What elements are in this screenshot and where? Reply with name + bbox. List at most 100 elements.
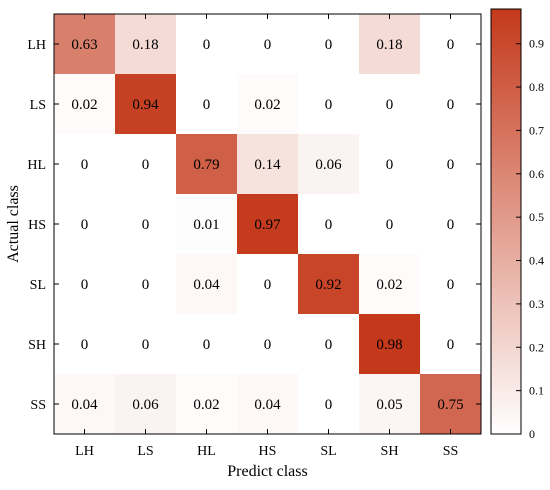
x-tick-label: SL (320, 444, 336, 459)
heatmap-cell (54, 14, 116, 75)
heatmap-cell (420, 74, 482, 135)
heatmap-cell (237, 254, 299, 315)
cell-value-label: 0 (203, 37, 211, 53)
colorbar-tick-label: 0.9 (529, 37, 544, 51)
colorbar-tick-label: 0.6 (529, 167, 544, 181)
cell-value-label: 0 (325, 397, 333, 413)
heatmap-cell (359, 14, 421, 75)
x-tick-label: LH (75, 444, 94, 459)
cell-value-label: 0 (325, 97, 333, 113)
heatmap-cell (420, 254, 482, 315)
heatmap-cell (359, 74, 421, 135)
x-tick-label: SH (381, 444, 399, 459)
cell-value-label: 0 (386, 97, 394, 113)
heatmap-cell (115, 374, 177, 435)
y-tick-label: SL (30, 278, 46, 293)
cell-value-label: 0.79 (193, 157, 219, 173)
x-tick-label: HL (197, 444, 216, 459)
y-tick-label: SH (28, 338, 46, 353)
y-tick-label: SS (30, 398, 46, 413)
heatmap-cell (176, 134, 238, 195)
x-axis: LH LS HL HS SL SH SS (75, 14, 458, 459)
cell-value-label: 0 (203, 97, 211, 113)
heatmap-cell (115, 14, 177, 75)
cell-value-label: 0 (325, 37, 333, 53)
cell-value-label: 0.04 (254, 397, 281, 413)
cell-value-label: 0.97 (254, 217, 281, 233)
heatmap-cell (176, 374, 238, 435)
cell-value-label: 0 (325, 217, 333, 233)
cell-value-label: 0 (203, 337, 211, 353)
cell-value-label: 0.01 (193, 217, 219, 233)
cell-value-label: 0.98 (376, 337, 402, 353)
heatmap-cell (176, 314, 238, 375)
colorbar-tick-label: 0.3 (529, 297, 544, 311)
heatmap-cell (298, 254, 360, 315)
cell-value-label: 0 (142, 277, 150, 293)
y-tick-label: LS (30, 98, 46, 113)
heatmap-cell (420, 194, 482, 255)
heatmap-cell (176, 194, 238, 255)
cell-value-label: 0 (142, 157, 150, 173)
colorbar-tick-label: 0.4 (529, 254, 544, 268)
cell-value-label: 0.04 (193, 277, 220, 293)
cell-value-label: 0 (386, 217, 394, 233)
heatmap-cell (115, 134, 177, 195)
x-tick-label: SS (443, 444, 459, 459)
heatmap-cell (298, 134, 360, 195)
heatmap-cell (115, 74, 177, 135)
y-tick-label: LH (27, 38, 46, 53)
cell-value-label: 0 (386, 157, 394, 173)
cell-value-label: 0.02 (376, 277, 402, 293)
heatmap-cell (298, 374, 360, 435)
colorbar-tick-label: 0 (529, 427, 535, 441)
heatmap-cell (298, 14, 360, 75)
cell-value-label: 0 (264, 37, 272, 53)
heatmap-cell (237, 374, 299, 435)
cell-value-label: 0 (81, 277, 89, 293)
y-tick-label: HS (28, 218, 46, 233)
y-tick-label: HL (27, 158, 46, 173)
cell-value-label: 0.02 (193, 397, 219, 413)
x-axis-title: Predict class (227, 463, 307, 480)
heatmap-cell (54, 374, 116, 435)
colorbar-tick-label: 0.8 (529, 80, 544, 94)
heatmap-cell (298, 74, 360, 135)
cell-value-label: 0 (447, 277, 455, 293)
cell-value-label: 0 (447, 337, 455, 353)
cell-value-label: 0.05 (376, 397, 402, 413)
cell-value-label: 0.92 (315, 277, 341, 293)
heatmap-cell (420, 14, 482, 75)
heatmap-cell (359, 134, 421, 195)
heatmap-cell (298, 194, 360, 255)
heatmap-cell (359, 194, 421, 255)
cell-value-label: 0 (325, 337, 333, 353)
cell-value-label: 0.14 (254, 157, 281, 173)
cell-value-label: 0.06 (132, 397, 159, 413)
cell-value-label: 0 (447, 157, 455, 173)
cell-value-label: 0 (81, 157, 89, 173)
colorbar-tick-label: 0.2 (529, 340, 544, 354)
cell-value-label: 0 (81, 337, 89, 353)
heatmap-cell (115, 194, 177, 255)
cell-value-label: 0 (81, 217, 89, 233)
heatmap-cell (54, 134, 116, 195)
heatmap-cell (359, 254, 421, 315)
heatmap-cell (359, 314, 421, 375)
cell-value-label: 0.63 (71, 37, 97, 53)
colorbar (490, 8, 522, 435)
heatmap-cell (176, 254, 238, 315)
heatmap-cell (237, 14, 299, 75)
heatmap-cell (176, 74, 238, 135)
heatmap-cell (54, 254, 116, 315)
cell-value-label: 0 (142, 217, 150, 233)
heatmap-cell (115, 254, 177, 315)
colorbar-tick-label: 0.5 (529, 210, 544, 224)
cell-value-label: 0 (447, 37, 455, 53)
heatmap-cell (54, 74, 116, 135)
heatmap-cell (359, 374, 421, 435)
cell-value-label: 0.04 (71, 397, 98, 413)
heatmap-cell (298, 314, 360, 375)
cell-value-label: 0.02 (254, 97, 280, 113)
